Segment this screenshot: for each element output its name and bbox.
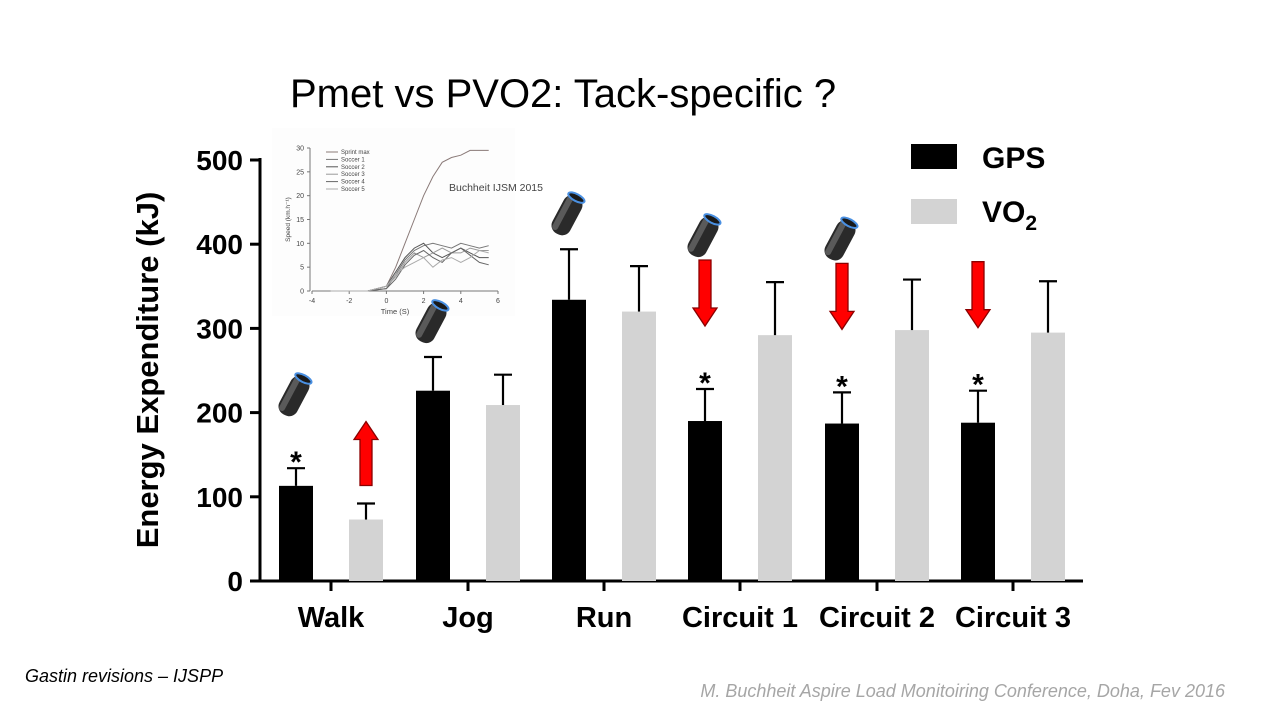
legend-label-vo2-main: VO <box>982 196 1025 229</box>
slide-title: Pmet vs PVO2: Tack-specific ? <box>290 72 837 116</box>
legend-swatch-gps <box>911 144 957 169</box>
legend-label-vo2-subscript: 2 <box>1025 212 1037 235</box>
bar-vo2 <box>1031 332 1065 581</box>
arrow-shape <box>964 261 992 329</box>
device-highlight <box>688 217 710 252</box>
bar-gps <box>961 422 995 581</box>
category-label: Run <box>576 602 632 634</box>
chart-annotations: * * * * <box>278 191 992 487</box>
significance-asterisk: * <box>972 369 984 402</box>
legend-swatch-vo2 <box>911 199 957 224</box>
inset-x-tick-label: -2 <box>346 298 352 305</box>
inset-y-axis-label: Speed (km.h⁻¹) <box>285 197 292 242</box>
chart-legend: GPS VO2 <box>911 142 1045 235</box>
bar-gps <box>279 485 313 581</box>
y-tick-label: 400 <box>196 229 243 260</box>
device-highlight <box>279 376 301 411</box>
y-tick-label: 300 <box>196 313 243 344</box>
gps-device-icon <box>415 299 450 344</box>
inset-series-line <box>330 247 489 292</box>
significance-asterisk: * <box>699 367 711 400</box>
y-tick-label: 100 <box>196 482 243 513</box>
bar-gps <box>825 423 859 581</box>
category-label: Circuit 1 <box>682 602 798 634</box>
inset-legend-entry: Soccer 1 <box>341 157 365 163</box>
reference-note: Gastin revisions – IJSPP <box>25 666 224 686</box>
y-tick-label: 0 <box>227 566 243 597</box>
category-label: Circuit 2 <box>819 602 935 634</box>
device-cap <box>294 372 313 385</box>
arrow-down <box>691 259 719 328</box>
bar-vo2 <box>349 519 383 581</box>
gps-device-icon <box>278 372 313 417</box>
inset-y-tick-label: 15 <box>296 217 304 224</box>
arrow-up <box>352 420 380 487</box>
legend-label-gps: GPS <box>982 142 1045 175</box>
category-label: Walk <box>298 602 365 634</box>
device-cap <box>840 216 859 229</box>
chart-bars <box>279 248 1065 581</box>
inset-series-line <box>330 249 489 292</box>
device-highlight <box>416 303 438 338</box>
inset-legend-entry: Soccer 5 <box>341 187 365 193</box>
arrow-shape <box>691 259 719 328</box>
inset-x-tick-label: 6 <box>496 298 500 305</box>
y-axis-title: Energy Expenditure (kJ) <box>130 192 165 549</box>
inset-legend-entry: Soccer 4 <box>341 180 365 186</box>
inset-y-tick-label: 10 <box>296 241 304 248</box>
bar-gps <box>416 390 450 581</box>
inset-y-tick-label: 25 <box>296 169 304 176</box>
category-label: Jog <box>442 602 494 634</box>
device-cap <box>703 213 722 226</box>
inset-background <box>272 128 515 316</box>
inset-legend-entry: Soccer 2 <box>341 165 365 171</box>
arrow-shape <box>828 262 856 331</box>
device-highlight <box>552 195 574 231</box>
arrow-down <box>964 261 992 329</box>
significance-asterisk: * <box>836 370 848 403</box>
device-highlight <box>825 220 847 256</box>
bar-vo2 <box>758 335 792 581</box>
y-tick-label: 200 <box>196 398 243 429</box>
inset-x-tick-label: 2 <box>422 298 426 305</box>
significance-asterisk: * <box>290 446 302 479</box>
gps-device-icon <box>551 191 586 236</box>
device-cap <box>431 299 450 312</box>
bar-gps <box>552 299 586 581</box>
inset-x-axis-label: Time (S) <box>381 307 410 316</box>
inset-x-tick-label: 0 <box>384 298 388 305</box>
inset-legend-entry: Soccer 3 <box>341 172 365 178</box>
device-cap <box>567 191 586 204</box>
gps-device-icon <box>687 213 722 258</box>
arrow-down <box>828 262 856 331</box>
gps-device-icon <box>824 216 859 261</box>
category-label: Circuit 3 <box>955 602 1071 634</box>
inset-speed-chart: -4 -2 0 2 4 6 0 5 10 15 20 25 30 Time (S) Speed (km.h⁻… <box>272 128 543 316</box>
inset-x-tick-label: -4 <box>309 298 315 305</box>
inset-y-tick-label: 5 <box>300 265 304 272</box>
bar-vo2 <box>895 330 929 581</box>
arrow-shape <box>352 420 380 487</box>
bar-vo2 <box>622 311 656 581</box>
inset-x-tick-label: 4 <box>459 298 463 305</box>
y-tick-label: 500 <box>196 145 243 176</box>
inset-y-tick-label: 0 <box>300 289 304 296</box>
inset-legend-entry: Sprint max <box>341 150 370 156</box>
inset-y-tick-label: 20 <box>296 193 304 200</box>
inset-series-line <box>330 242 489 292</box>
bar-vo2 <box>486 405 520 581</box>
legend-label-vo2: VO2 <box>982 196 1037 235</box>
bar-gps <box>688 421 722 581</box>
conference-footer: M. Buchheit Aspire Load Monitoiring Conf… <box>700 681 1225 701</box>
inset-annotation: Buchheit IJSM 2015 <box>449 182 543 194</box>
inset-y-tick-label: 30 <box>296 146 304 153</box>
